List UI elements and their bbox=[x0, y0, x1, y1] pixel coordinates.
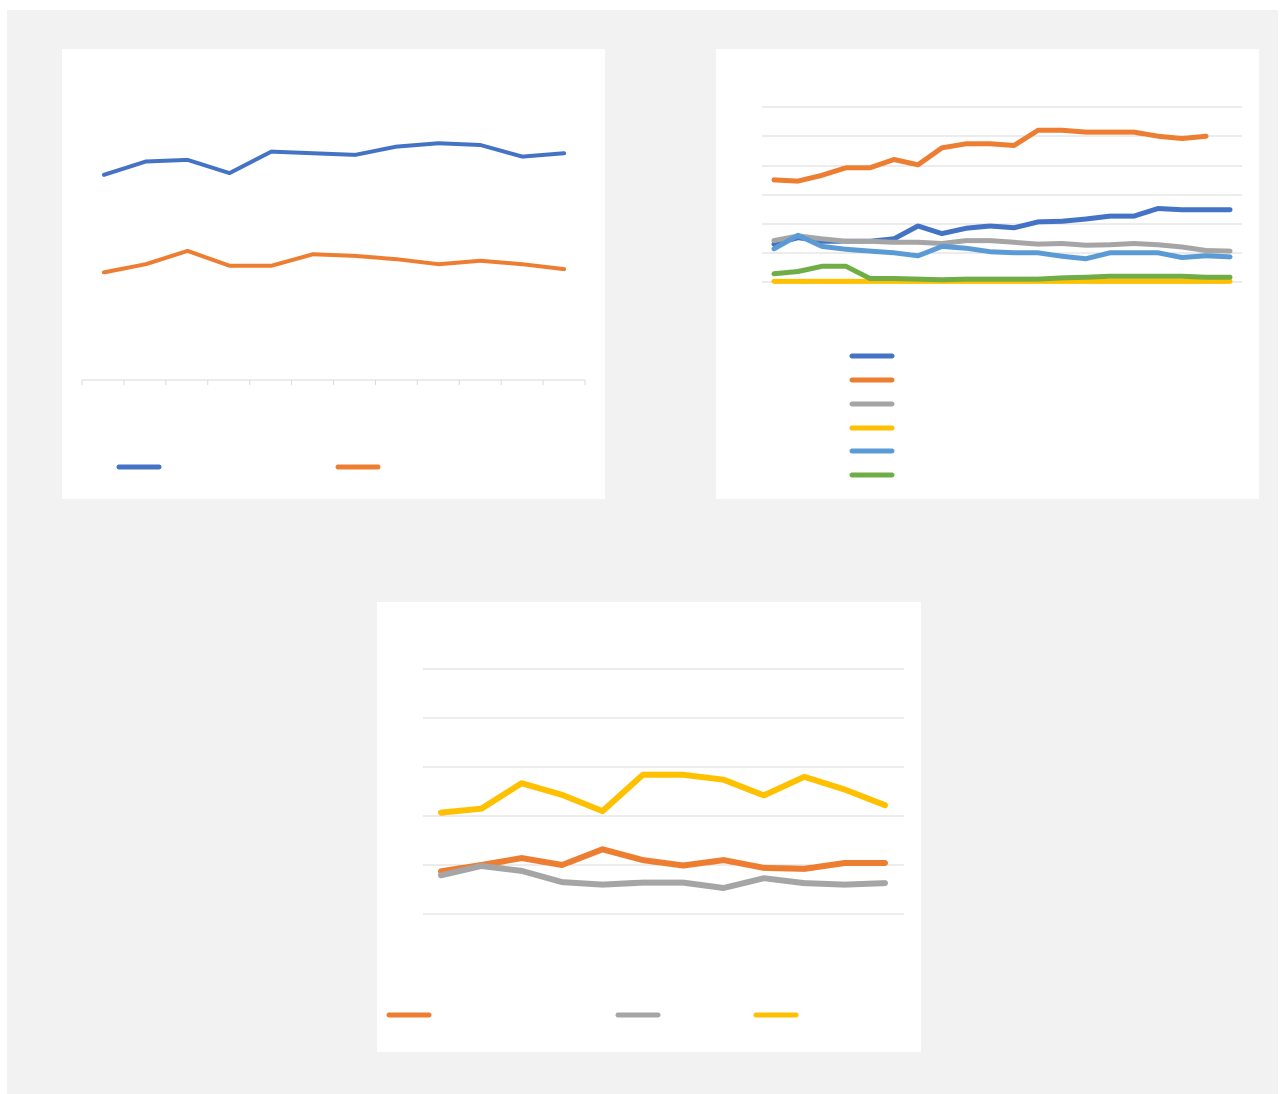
series-line-1 bbox=[438, 846, 888, 875]
series-line-1 bbox=[102, 141, 566, 177]
series-line-2 bbox=[102, 248, 566, 275]
chart-title-3 bbox=[380, 591, 780, 605]
line-chart-3 bbox=[386, 668, 904, 1018]
line-chart-1 bbox=[81, 141, 586, 470]
chart-panel-3 bbox=[377, 602, 921, 1052]
chart-title-1 bbox=[70, 38, 460, 52]
chart-title-2 bbox=[722, 38, 1142, 52]
chart-panel-1 bbox=[62, 49, 605, 499]
series-line-2 bbox=[771, 127, 1209, 184]
chart-panel-2 bbox=[716, 49, 1259, 499]
series-line-5 bbox=[771, 232, 1233, 262]
series-line-6 bbox=[771, 263, 1233, 283]
series-line-3 bbox=[438, 771, 888, 816]
line-chart-2 bbox=[762, 106, 1242, 478]
series-line-3 bbox=[771, 233, 1233, 254]
series-line-2 bbox=[438, 863, 888, 891]
